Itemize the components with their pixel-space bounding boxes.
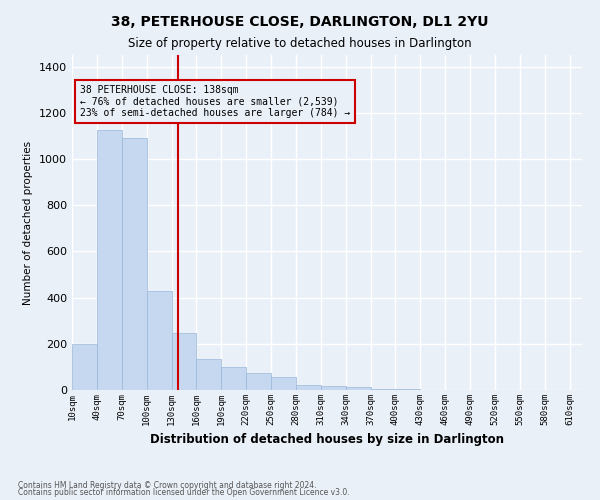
Bar [346,387,371,390]
Bar [246,372,271,390]
Text: Contains public sector information licensed under the Open Government Licence v3: Contains public sector information licen… [18,488,350,497]
Text: 38 PETERHOUSE CLOSE: 138sqm
← 76% of detached houses are smaller (2,539)
23% of : 38 PETERHOUSE CLOSE: 138sqm ← 76% of det… [80,85,350,118]
Bar [172,334,196,390]
Bar [271,378,296,390]
Y-axis label: Number of detached properties: Number of detached properties [23,140,34,304]
Bar [146,290,172,390]
X-axis label: Distribution of detached houses by size in Darlington: Distribution of detached houses by size … [150,434,504,446]
Bar [296,386,321,390]
Bar [97,130,122,390]
Bar [321,386,346,390]
Text: 38, PETERHOUSE CLOSE, DARLINGTON, DL1 2YU: 38, PETERHOUSE CLOSE, DARLINGTON, DL1 2Y… [111,15,489,29]
Bar [122,138,146,390]
Text: Size of property relative to detached houses in Darlington: Size of property relative to detached ho… [128,38,472,51]
Bar [196,359,221,390]
Text: Contains HM Land Registry data © Crown copyright and database right 2024.: Contains HM Land Registry data © Crown c… [18,480,317,490]
Bar [371,389,395,390]
Bar [72,344,97,390]
Bar [221,367,246,390]
